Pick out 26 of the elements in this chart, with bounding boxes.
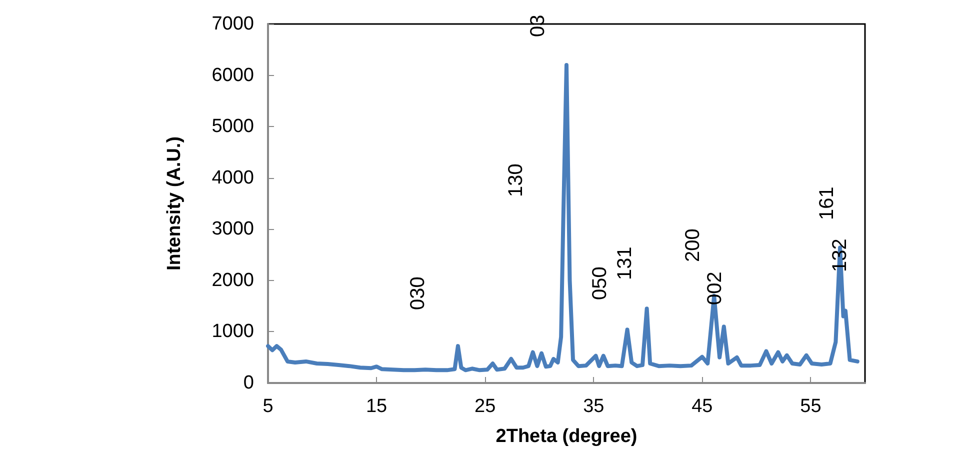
y-tick-label: 1000 xyxy=(212,321,254,342)
annotation: 161 xyxy=(816,186,838,220)
x-axis-title: 2Theta (degree) xyxy=(496,426,638,447)
x-tick-label: 25 xyxy=(474,396,496,417)
y-tick-label: 3000 xyxy=(212,218,254,240)
y-tick-label: 4000 xyxy=(212,167,254,188)
annotation: 002 xyxy=(704,272,726,305)
annotation: 030 xyxy=(407,276,429,310)
y-tick-label: 7000 xyxy=(212,14,254,34)
x-tick-label: 55 xyxy=(800,396,822,417)
x-tick-label: 15 xyxy=(366,396,388,417)
annotation: 131 xyxy=(614,246,636,280)
y-axis-title: Intensity (A.U.) xyxy=(164,136,185,271)
x-tick-label: 5 xyxy=(262,396,274,417)
annotation: 130 xyxy=(505,164,527,197)
x-tick-label: 45 xyxy=(692,396,713,417)
annotation: 132 xyxy=(829,238,851,272)
y-tick-label: 6000 xyxy=(212,64,254,86)
y-tick-label: 0 xyxy=(243,372,254,394)
annotation: 03 xyxy=(527,14,549,37)
annotation: 200 xyxy=(682,228,704,262)
y-tick-label: 5000 xyxy=(212,116,254,138)
annotation: 050 xyxy=(589,266,611,300)
y-tick-label: 2000 xyxy=(212,270,254,291)
x-tick-label: 35 xyxy=(583,396,604,417)
line-series xyxy=(266,63,860,372)
